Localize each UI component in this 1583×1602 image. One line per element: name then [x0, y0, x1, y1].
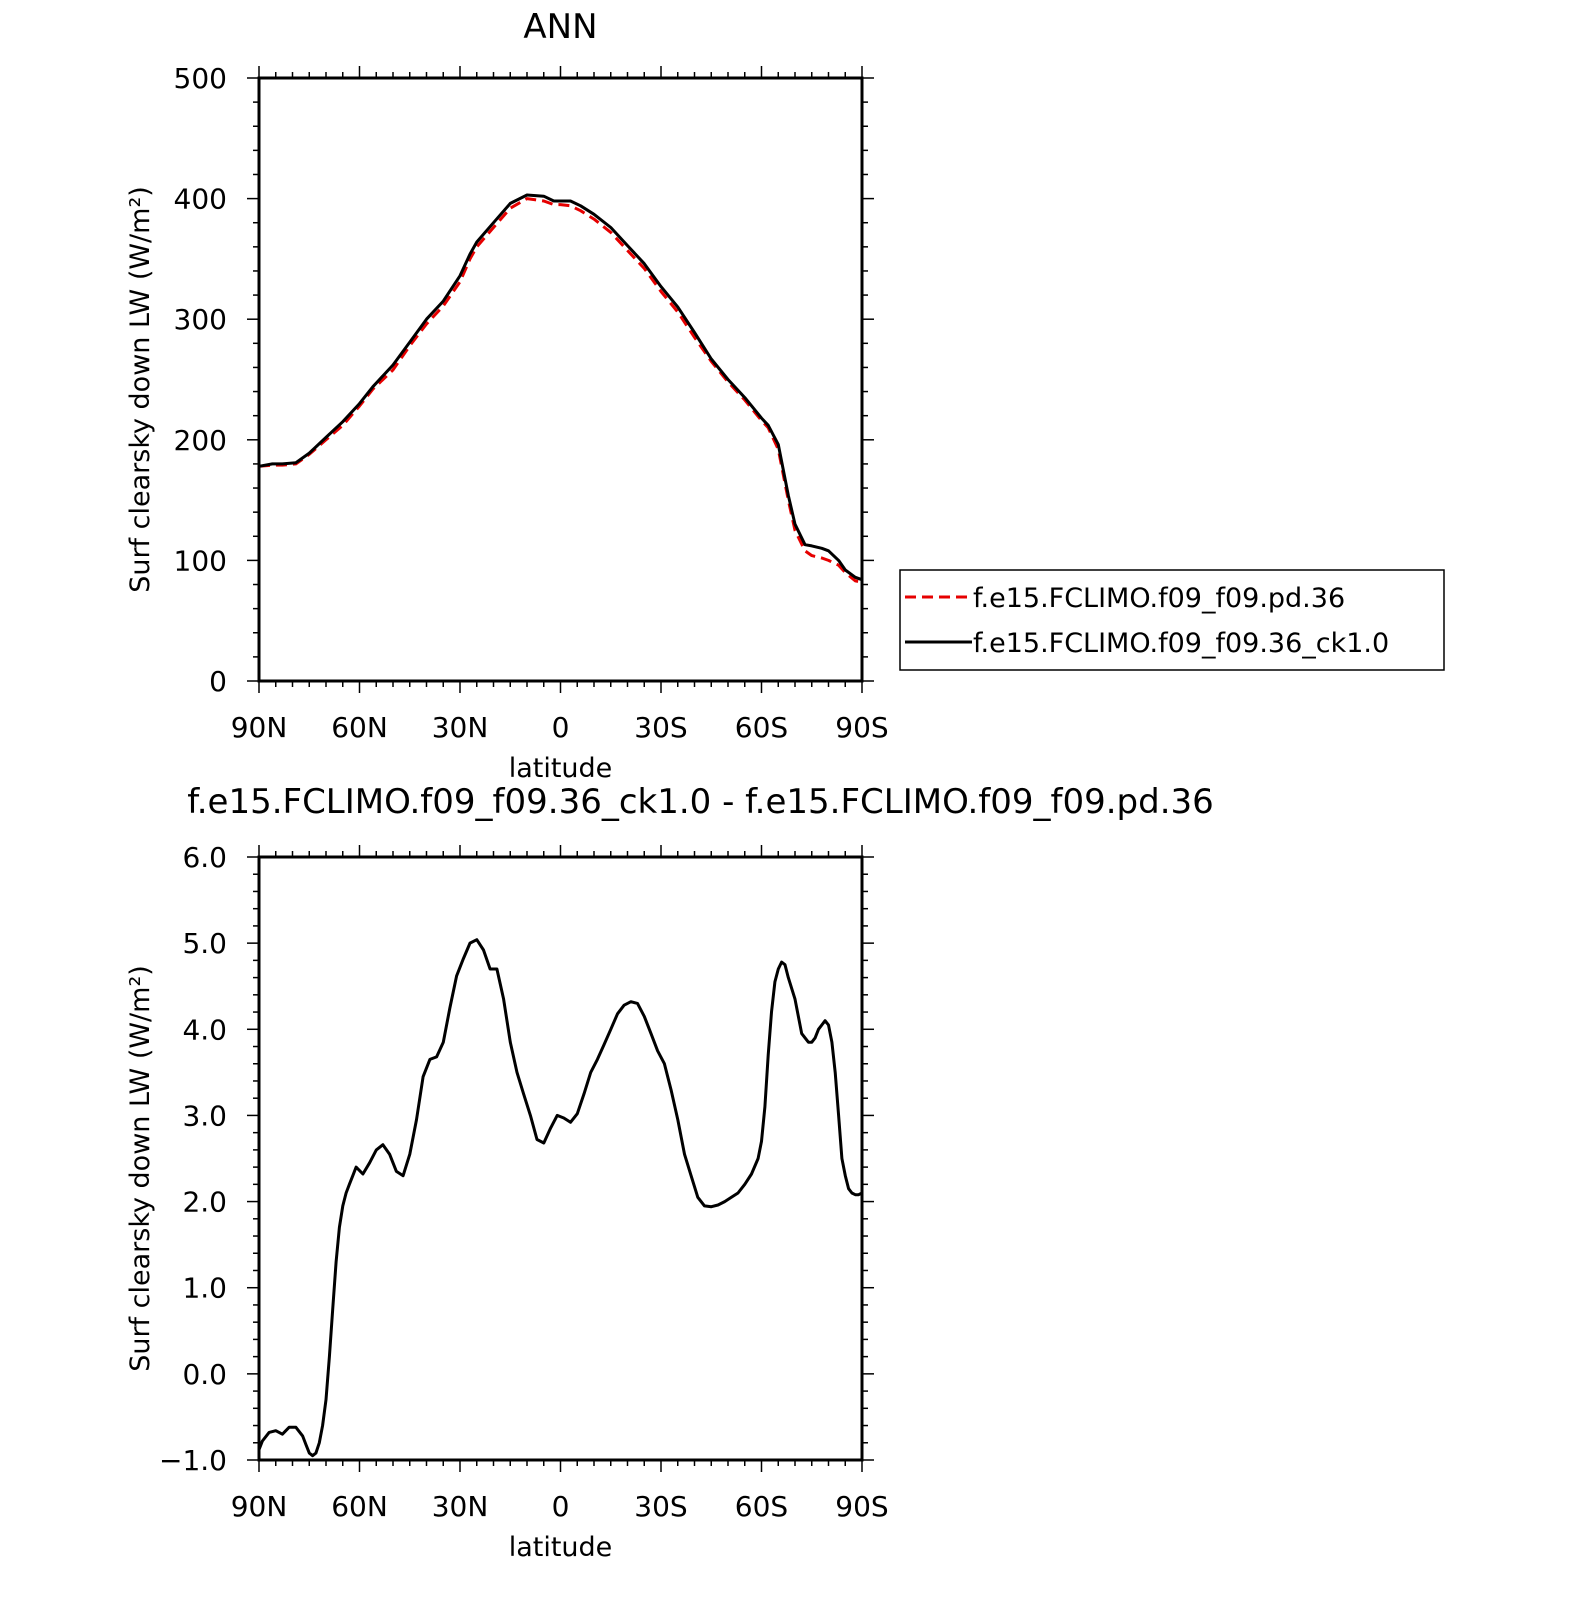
top-plot-frame	[257, 76, 864, 683]
bottom-plot-frame	[257, 855, 864, 1462]
top-panel: ANN 90N 60N 30N 0 30S 60S 90S0100200300400500 …	[125, 7, 889, 784]
y-tick-label: 0.0	[182, 1358, 227, 1391]
series-line-0-0	[258, 197, 863, 584]
y-tick-label: −1.0	[159, 1444, 227, 1477]
series-line-1-0	[257, 938, 863, 1458]
x-tick-label: 30S	[634, 1490, 687, 1523]
y-tick-label: 100	[174, 544, 227, 577]
series-line-0-1	[258, 193, 863, 582]
y-tick-label: 200	[174, 424, 227, 457]
y-tick-label: 1.0	[182, 1272, 227, 1305]
bottom-x-axis-label: latitude	[509, 1532, 613, 1563]
x-tick-label: 90S	[835, 711, 888, 744]
x-tick-label: 90S	[835, 1490, 888, 1523]
legend-box	[899, 569, 1445, 671]
y-tick-label: 5.0	[182, 927, 227, 960]
x-tick-label: 60N	[331, 711, 388, 744]
x-tick-label: 30N	[432, 711, 489, 744]
legend: f.e15.FCLIMO.f09_f09.pd.36 f.e15.FCLIMO.…	[899, 569, 1445, 671]
bottom-series-lines	[257, 938, 863, 1458]
legend-entry-pd36: f.e15.FCLIMO.f09_f09.pd.36	[973, 583, 1345, 614]
bottom-panel: f.e15.FCLIMO.f09_f09.36_ck1.0 - f.e15.FC…	[125, 782, 1214, 1563]
y-tick-label: 300	[174, 303, 227, 336]
y-tick-label: 4.0	[182, 1013, 227, 1046]
x-tick-label: 90N	[231, 1490, 288, 1523]
y-tick-label: 0	[209, 665, 227, 698]
bottom-axes: 90N 60N 30N 0 30S 60S 90S −1.0 0.0 1.0 2.0 3.0 4.0 5.…	[159, 841, 889, 1523]
legend-entry-ck1: f.e15.FCLIMO.f09_f09.36_ck1.0	[973, 628, 1389, 659]
top-series-lines	[258, 193, 863, 584]
top-y-axis-label: Surf clearsky down LW (W/m²)	[125, 186, 156, 593]
y-tick-label: 2.0	[182, 1186, 227, 1219]
x-tick-label: 30N	[432, 1490, 489, 1523]
x-tick-label: 0	[552, 711, 570, 744]
x-tick-label: 0	[552, 1490, 570, 1523]
y-tick-label: 500	[174, 62, 227, 95]
y-tick-label: 6.0	[182, 841, 227, 874]
bottom-chart-title: f.e15.FCLIMO.f09_f09.36_ck1.0 - f.e15.FC…	[187, 782, 1214, 822]
bottom-y-axis-label: Surf clearsky down LW (W/m²)	[125, 965, 156, 1372]
x-tick-label: 90N	[231, 711, 288, 744]
y-tick-label: 3.0	[182, 1099, 227, 1132]
x-tick-label: 30S	[634, 711, 687, 744]
top-chart-title: ANN	[523, 7, 597, 47]
x-tick-label: 60N	[331, 1490, 388, 1523]
top-x-axis-label: latitude	[509, 753, 613, 784]
y-tick-label: 400	[174, 183, 227, 216]
top-axes: 90N 60N 30N 0 30S 60S 90S 0 100 200 300 400 500	[174, 62, 889, 744]
x-tick-label: 60S	[735, 1490, 788, 1523]
x-tick-label: 60S	[735, 711, 788, 744]
